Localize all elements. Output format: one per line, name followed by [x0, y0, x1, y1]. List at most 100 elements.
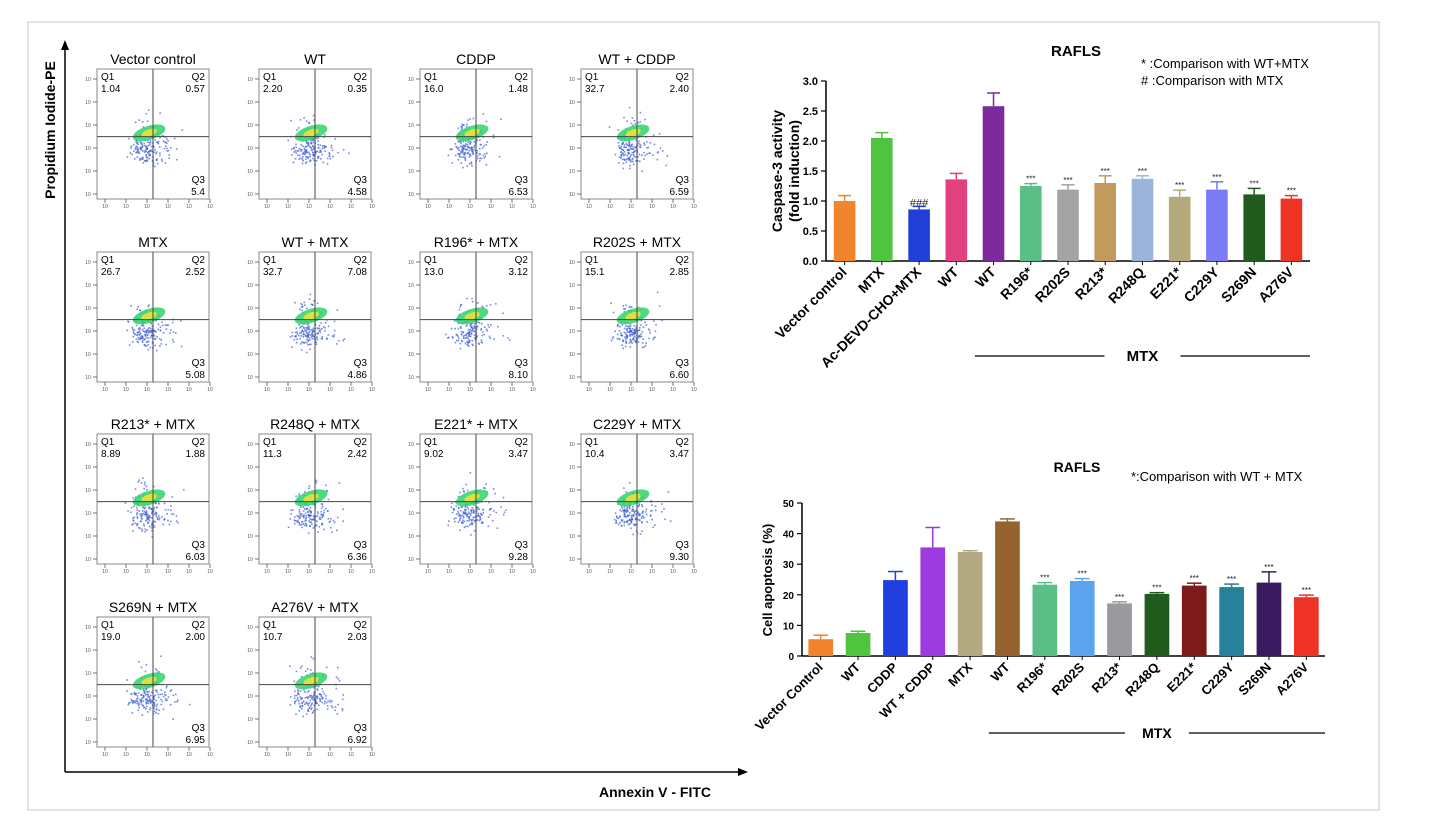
flow-event-dot — [629, 155, 632, 158]
flow-event-dot — [639, 514, 641, 516]
flow-event-dot — [300, 150, 302, 152]
flow-event-dot — [464, 151, 466, 154]
flow-event-dot — [651, 504, 653, 506]
flow-event-dot — [477, 513, 479, 515]
flow-event-dot — [634, 517, 637, 519]
flow-event-dot — [656, 291, 659, 294]
flow-event-dot — [166, 138, 168, 140]
flow-y-tick-label: 10 — [247, 442, 253, 448]
flow-event-dot — [641, 512, 643, 515]
flow-event-dot — [641, 346, 644, 349]
flow-event-dot — [629, 512, 631, 514]
flow-event-dot — [460, 331, 463, 333]
flow-event-dot — [477, 502, 480, 504]
flow-event-dot — [622, 340, 625, 342]
flow-event-dot — [145, 150, 148, 153]
flow-event-dot — [464, 156, 466, 159]
flow-event-dot — [629, 327, 632, 330]
flow-x-tick-label: 10 — [186, 569, 192, 575]
flow-event-dot — [658, 133, 661, 135]
flow-event-dot — [462, 156, 465, 158]
flow-event-dot — [479, 147, 481, 150]
flow-event-dot — [138, 660, 140, 663]
flow-event-dot — [297, 515, 300, 518]
flow-event-dot — [309, 155, 311, 158]
flow-event-dot — [628, 141, 630, 144]
flow-event-dot — [312, 672, 314, 674]
flow-event-dot — [132, 497, 134, 499]
flow-event-dot — [295, 694, 298, 697]
flow-event-dot — [149, 140, 152, 142]
flow-panel-title: MTX — [138, 234, 168, 250]
flow-event-dot — [156, 669, 158, 672]
flow-event-dot — [305, 156, 307, 158]
flow-event-dot — [479, 519, 481, 521]
y-tick-label: 0.0 — [803, 256, 818, 268]
flow-event-dot — [319, 150, 322, 152]
flow-event-dot — [476, 508, 479, 511]
flow-event-dot — [632, 514, 635, 517]
flow-event-dot — [312, 657, 315, 660]
flow-panel: A276V + MTX101010101010101010101010Q110.… — [247, 599, 375, 758]
bar — [1057, 189, 1079, 261]
flow-event-dot — [302, 510, 305, 512]
flow-event-dot — [623, 515, 626, 517]
flow-event-dot — [471, 330, 474, 332]
flow-q1-value: 32.7 — [263, 267, 283, 278]
flow-event-dot — [157, 514, 160, 517]
flow-x-tick-label: 10 — [446, 569, 452, 575]
flow-event-dot — [172, 694, 175, 697]
flow-event-dot — [302, 700, 305, 703]
flow-event-dot — [465, 148, 467, 151]
flow-y-tick-label: 10 — [408, 465, 414, 471]
flow-event-dot — [145, 145, 148, 148]
flow-event-dot — [626, 335, 629, 337]
flow-event-dot — [149, 507, 151, 509]
flow-event-dot — [303, 514, 305, 516]
flow-x-tick-label: 10 — [306, 204, 312, 210]
flow-x-tick-label: 10 — [628, 387, 634, 393]
flow-event-dot — [641, 342, 644, 344]
flow-y-tick-label: 10 — [247, 306, 253, 312]
flow-event-dot — [619, 516, 621, 518]
flow-event-dot — [141, 341, 144, 343]
flow-q3-value: 4.86 — [348, 370, 368, 381]
flow-event-dot — [472, 344, 474, 347]
flow-event-dot — [143, 142, 146, 145]
flow-event-dot — [628, 482, 631, 484]
flow-event-dot — [317, 146, 320, 149]
flow-event-dot — [315, 160, 318, 162]
flow-event-dot — [462, 144, 465, 147]
flow-event-dot — [305, 161, 308, 163]
flow-x-tick-label: 10 — [264, 387, 270, 393]
flow-event-dot — [629, 335, 631, 337]
flow-event-dot — [622, 167, 625, 170]
flow-event-dot — [151, 524, 153, 527]
flow-event-dot — [136, 513, 138, 516]
flow-event-dot — [475, 511, 478, 514]
flow-event-dot — [316, 695, 318, 697]
flow-event-dot — [308, 343, 311, 346]
flow-x-tick-label: 10 — [165, 387, 171, 393]
flow-event-dot — [140, 513, 143, 515]
flow-event-dot — [467, 337, 469, 340]
flow-event-dot — [617, 517, 620, 520]
flow-x-tick-label: 10 — [102, 387, 108, 393]
flow-event-dot — [170, 520, 172, 523]
bar — [945, 179, 968, 261]
flow-event-dot — [460, 506, 462, 508]
flow-event-dot — [468, 335, 471, 337]
significance-mark: *** — [1115, 593, 1124, 602]
flow-q3-value: 4.58 — [348, 187, 368, 198]
flow-event-dot — [154, 689, 157, 692]
flow-event-dot — [649, 142, 652, 144]
flow-event-dot — [156, 336, 158, 338]
flow-event-dot — [309, 511, 312, 513]
flow-event-dot — [138, 703, 140, 705]
flow-x-tick-label: 10 — [488, 387, 494, 393]
flow-event-dot — [147, 344, 149, 346]
flow-event-dot — [165, 343, 167, 346]
flow-event-dot — [462, 515, 465, 517]
flow-event-dot — [135, 692, 137, 695]
flow-event-dot — [617, 337, 620, 340]
